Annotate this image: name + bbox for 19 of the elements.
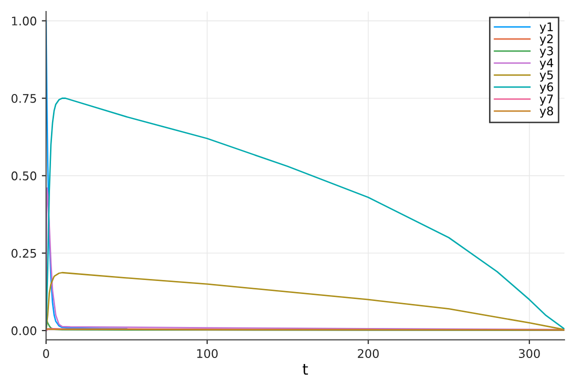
legend-label: y2: [540, 34, 553, 46]
y-tick-label: 0.50: [12, 171, 36, 180]
x-tick-label: 300: [518, 349, 540, 358]
x-tick-label: 100: [197, 349, 218, 358]
y-tick-label: 1.00: [12, 16, 36, 26]
legend-label: y7: [540, 94, 553, 106]
legend-label: y3: [540, 46, 553, 58]
y-tick-label: 0.75: [12, 94, 36, 103]
legend-label: y6: [540, 82, 554, 94]
x-tick-label: 200: [358, 349, 379, 358]
legend-label: y5: [540, 70, 553, 82]
line-series: [46, 272, 564, 332]
legend-label: y8: [540, 106, 554, 118]
legend-label: y4: [540, 58, 554, 70]
x-axis-title: t: [302, 364, 308, 375]
y-tick-label: 0.00: [12, 326, 36, 336]
legend-label: y1: [540, 22, 553, 34]
x-tick-label: 0: [43, 349, 50, 358]
y-tick-label: 0.25: [12, 248, 36, 258]
